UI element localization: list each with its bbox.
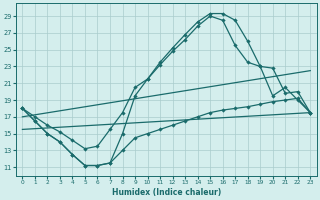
X-axis label: Humidex (Indice chaleur): Humidex (Indice chaleur) bbox=[112, 188, 221, 197]
